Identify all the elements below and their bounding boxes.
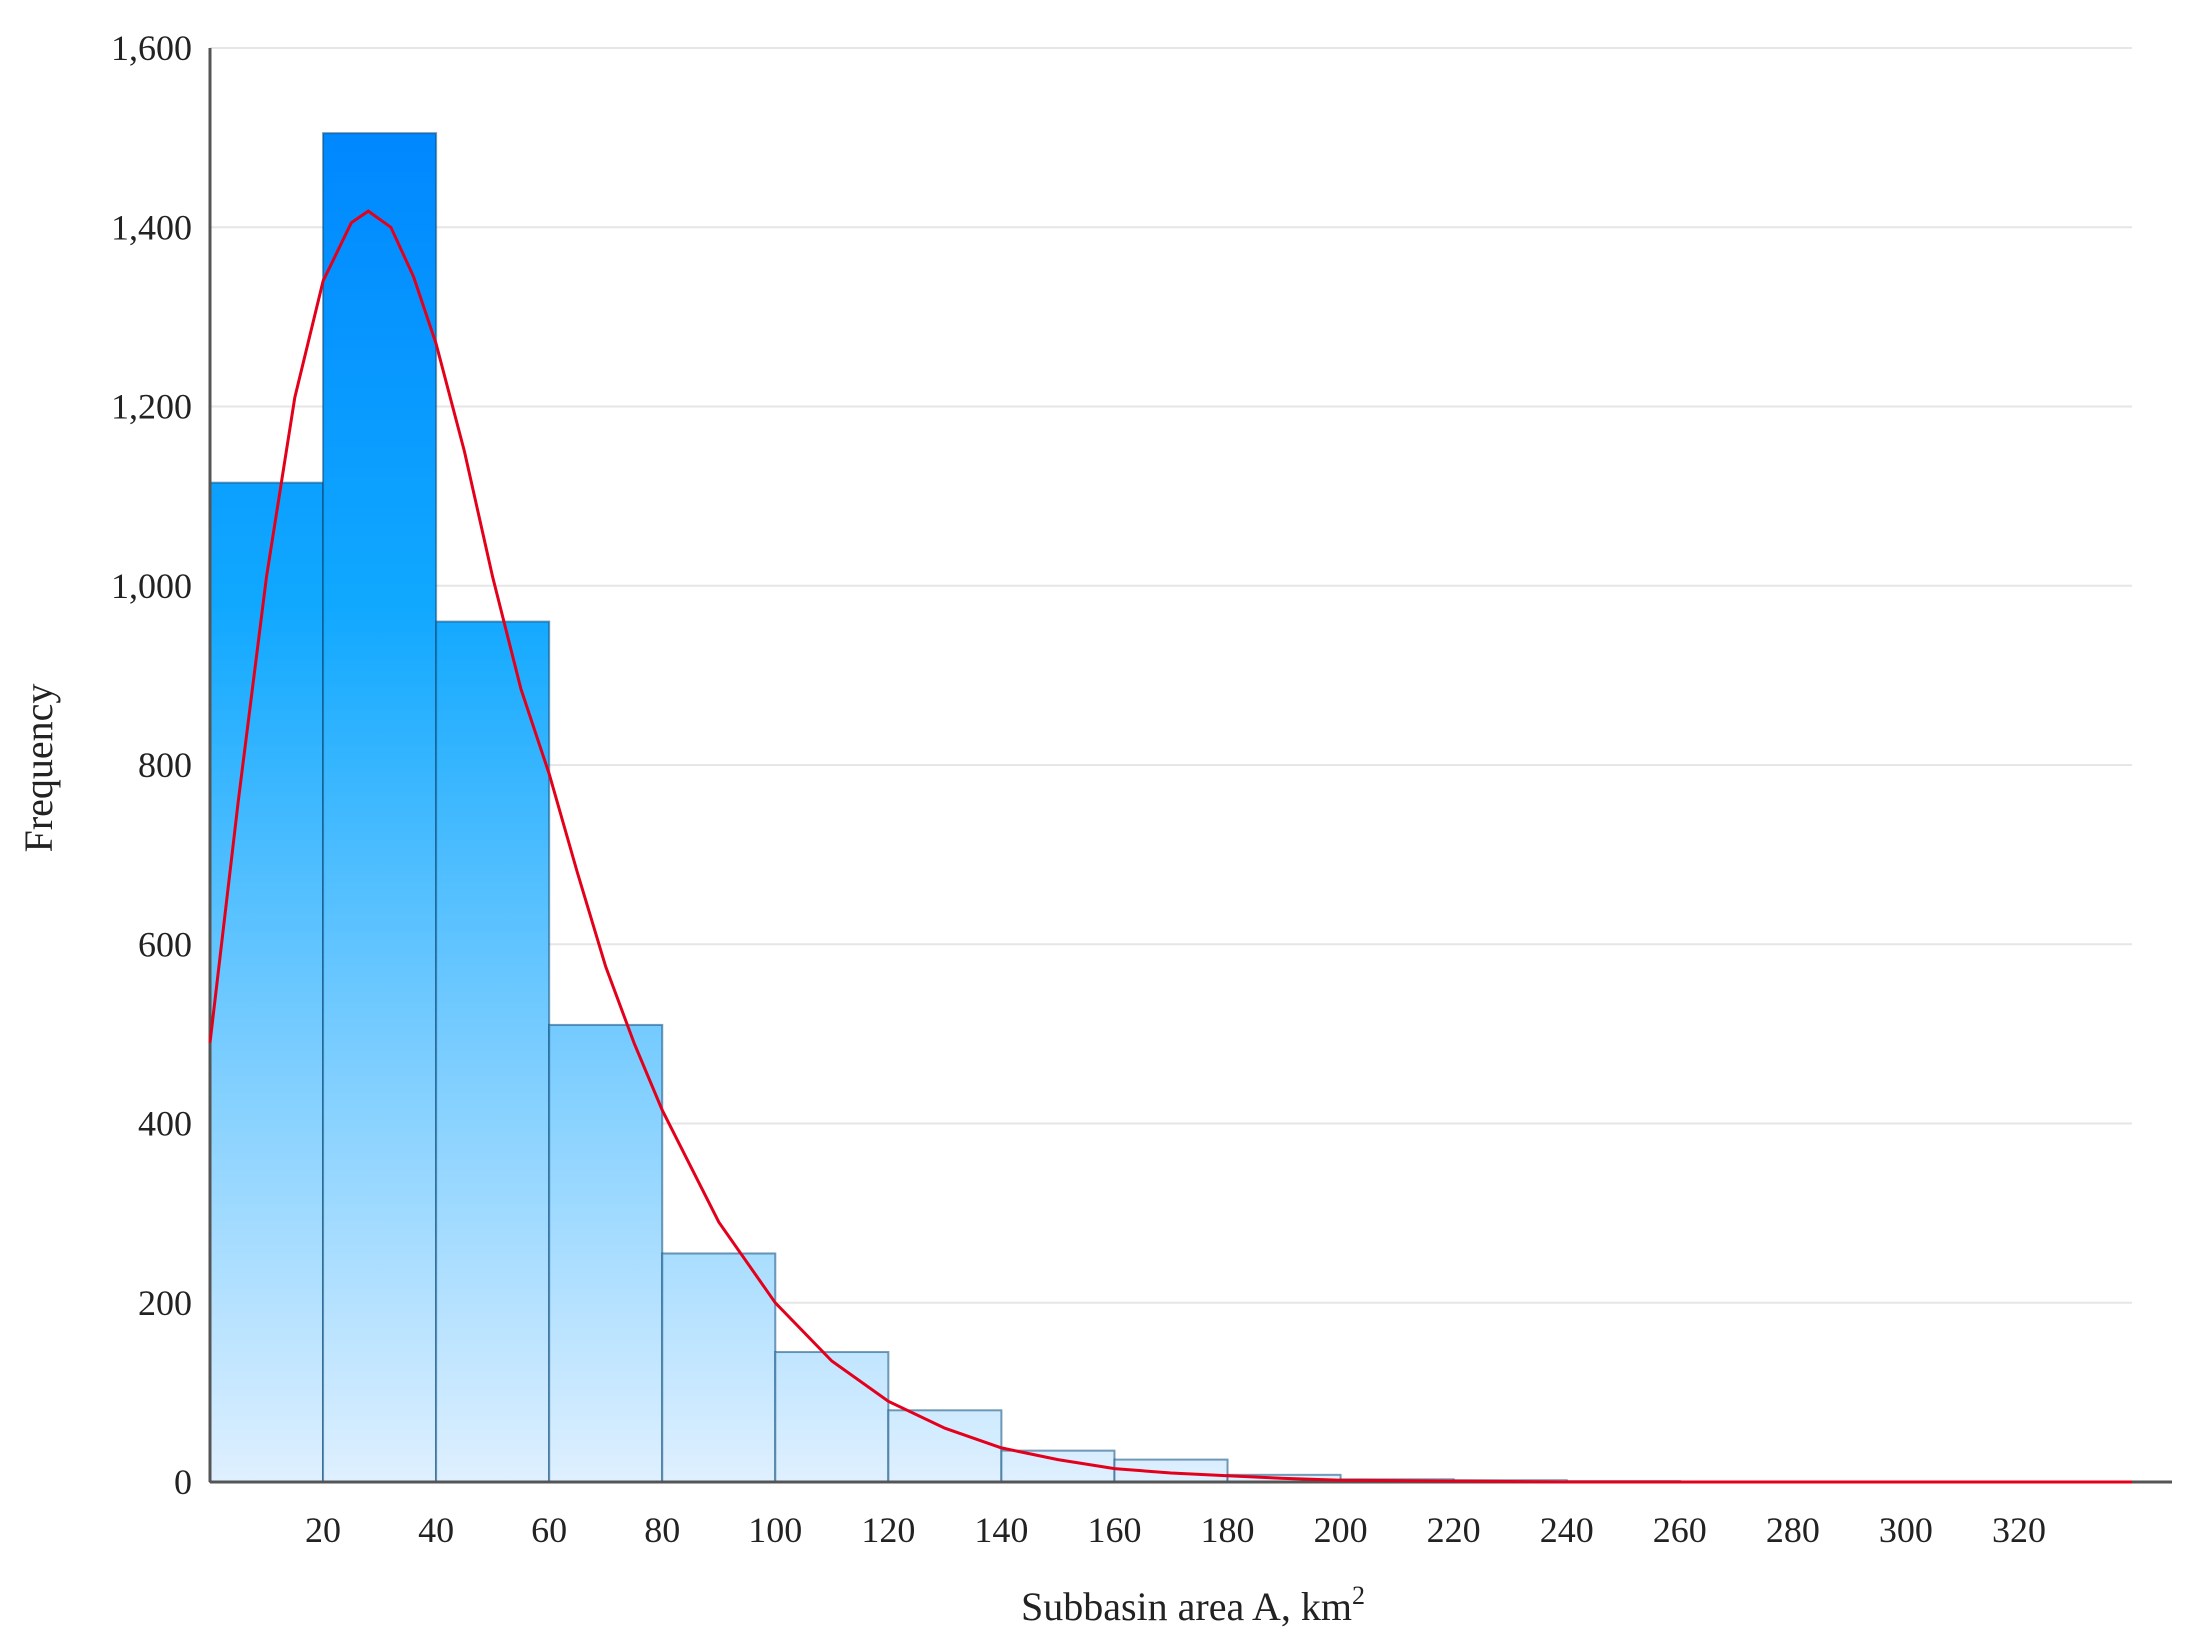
histogram-bar-4 [661,1252,777,1484]
x-tick-label-15: 320 [1992,1510,2046,1550]
x-tick-label-13: 280 [1766,1510,1820,1550]
x-tick-label-8: 180 [1201,1510,1255,1550]
x-tick-label-0: 20 [305,1510,341,1550]
x-tick-label-3: 80 [644,1510,680,1550]
x-tick-label-7: 160 [1087,1510,1141,1550]
y-tick-label-2: 400 [138,1104,192,1144]
histogram-bars [209,132,1681,1484]
y-tick-label-4: 800 [138,745,192,785]
y-tick-label-5: 1,000 [111,566,192,606]
histogram-bar-5 [774,1351,890,1483]
y-tick-label-0: 0 [174,1462,192,1502]
y-tick-label-1: 200 [138,1283,192,1323]
histogram-bar-2 [435,620,551,1483]
y-tick-label-8: 1,600 [111,28,192,68]
x-tick-label-4: 100 [748,1510,802,1550]
y-tick-label-6: 1,200 [111,387,192,427]
x-tick-label-6: 140 [974,1510,1028,1550]
x-tick-label-12: 260 [1653,1510,1707,1550]
y-tick-label-3: 600 [138,924,192,964]
histogram-bar-3 [548,1023,664,1483]
x-tick-label-1: 40 [418,1510,454,1550]
x-axis-title-superscript: 2 [1352,1581,1365,1610]
x-tick-label-2: 60 [531,1510,567,1550]
histogram-bar-0 [209,481,325,1483]
x-axis-title-main: Subbasin area A, km [1021,1584,1352,1629]
y-axis-title: Frequency [16,684,61,853]
x-tick-label-11: 240 [1540,1510,1594,1550]
y-tick-label-7: 1,400 [111,207,192,247]
histogram-bar-1 [322,132,438,1483]
x-tick-label-10: 220 [1427,1510,1481,1550]
x-axis-title: Subbasin area A, km2 [1021,1581,1365,1629]
fit-curve [208,209,2132,1484]
x-tick-label-9: 200 [1314,1510,1368,1550]
x-tick-label-14: 300 [1879,1510,1933,1550]
fit-curve-line [208,209,2132,1484]
tick-labels: 0 200 400 600 800 1,000 1,200 1,400 1,600 20 40 60 8… [111,28,2046,1550]
x-tick-label-5: 120 [861,1510,915,1550]
histogram-bar-6 [887,1409,1003,1484]
